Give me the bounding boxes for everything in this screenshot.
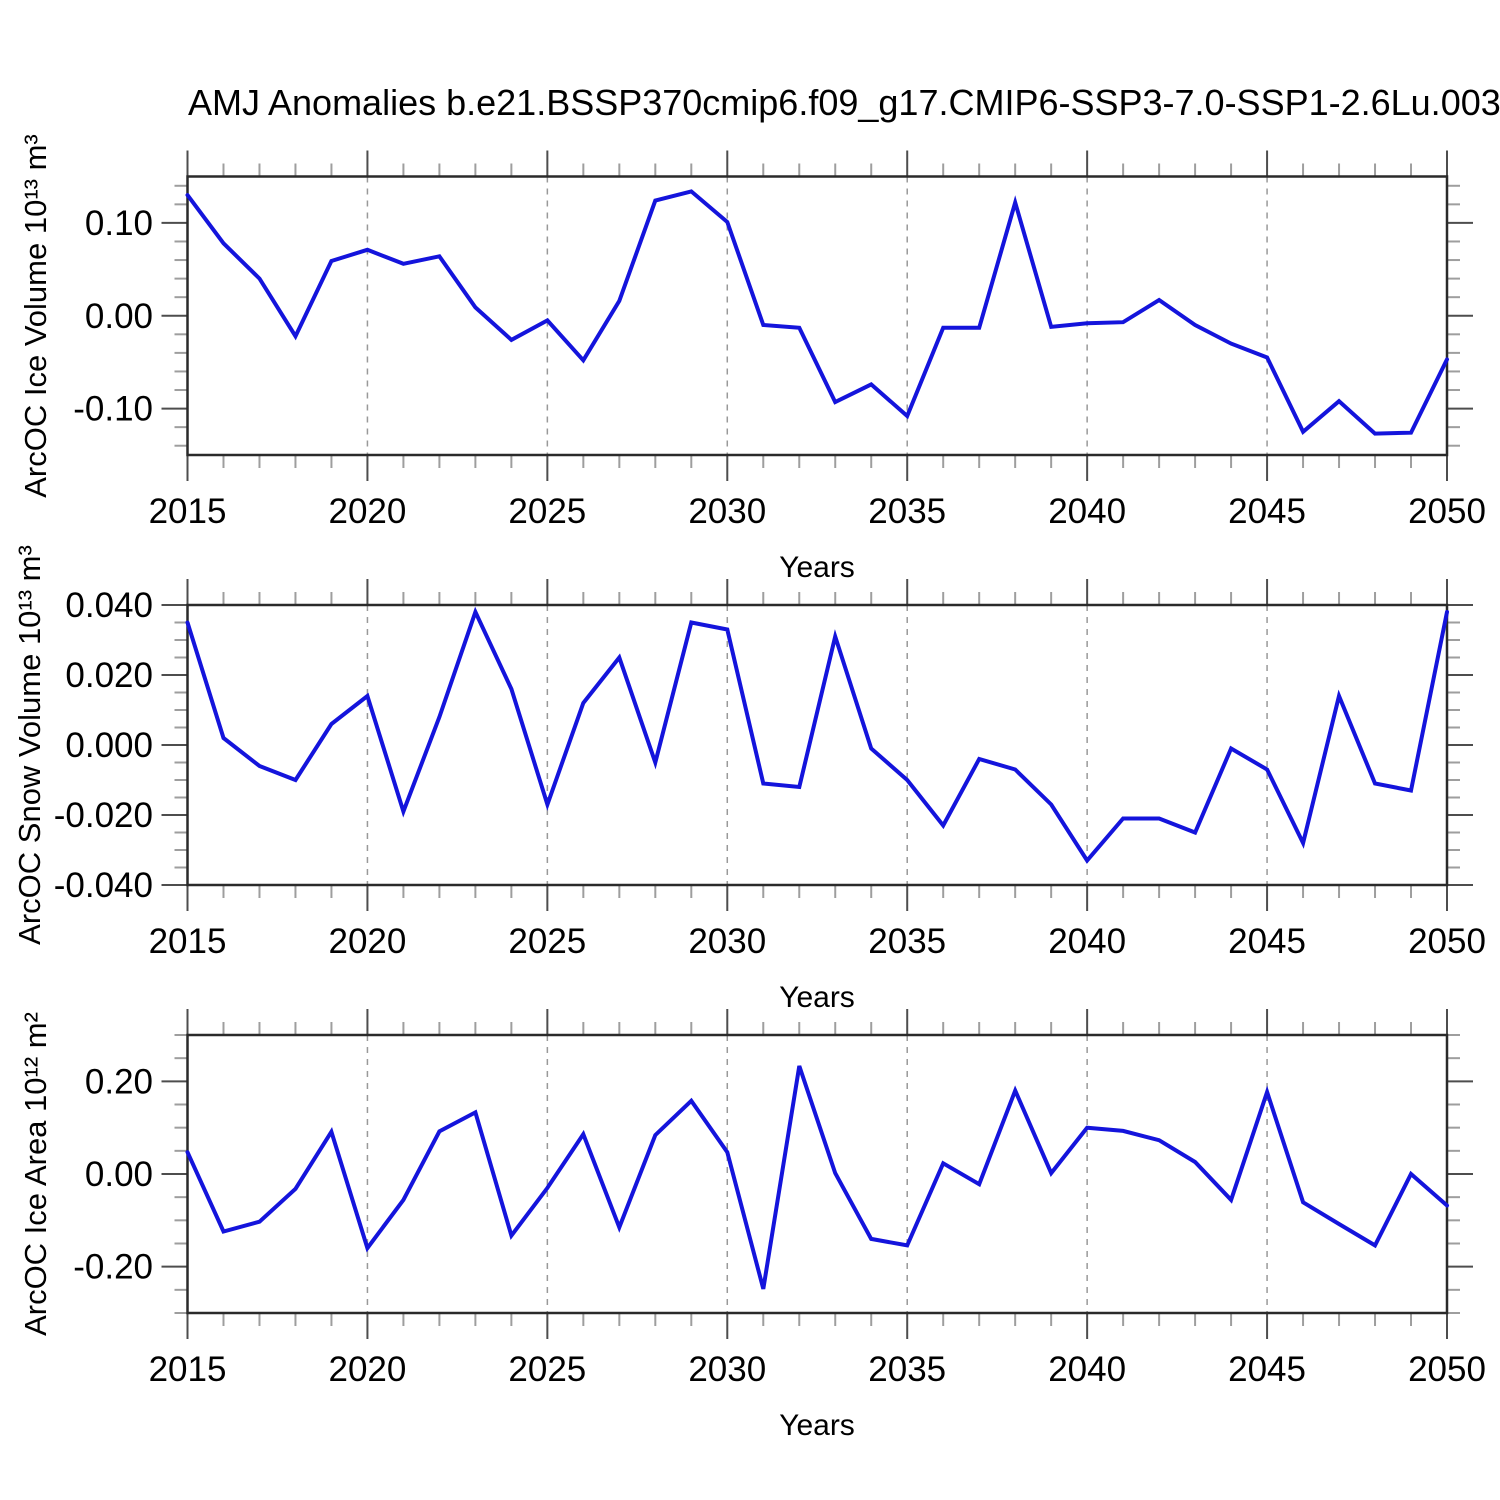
data-line-0	[185, 189, 1449, 436]
x-tick-label: 2045	[1228, 1350, 1306, 1389]
panel-frame	[186, 603, 1449, 887]
xlabel-years-panel3: Years	[779, 1409, 855, 1442]
data-line-1	[185, 606, 1449, 864]
x-tick-label: 2045	[1228, 922, 1306, 961]
panel-2: 0.20 0.00 -0.20 2015 2020 2025 2030 2035 2040 204…	[73, 1009, 1486, 1389]
panel-1: 0.040 0.020 0.000 -0.020 -0.040 2015 2020 2025 2…	[54, 579, 1486, 961]
y-tick-label: 0.020	[65, 656, 153, 695]
x-tick-label: 2040	[1048, 1350, 1126, 1389]
y-tick-label: 0.000	[65, 726, 153, 765]
y-tick-label: -0.020	[54, 796, 153, 835]
y-tick-label: 0.00	[85, 297, 153, 336]
x-tick-label: 2015	[149, 1350, 227, 1389]
x-tick-label: 2030	[688, 492, 766, 531]
x-tick-label: 2035	[868, 492, 946, 531]
x-tick-label: 2040	[1048, 922, 1126, 961]
x-tick-label: 2040	[1048, 492, 1126, 531]
x-tick-label: 2050	[1408, 492, 1486, 531]
x-tick-label: 2015	[149, 492, 227, 531]
x-tick-label: 2035	[868, 1350, 946, 1389]
panel-frame	[186, 175, 1449, 457]
panel-0: 0.10 0.00 -0.10 2015 2020 2025 2030 2035 2040 204…	[73, 150, 1486, 531]
xlabel-years-panel2: Years	[779, 981, 855, 1014]
x-tick-label: 2025	[508, 922, 586, 961]
x-tick-label: 2045	[1228, 492, 1306, 531]
xlabel-years-panel1: Years	[779, 551, 855, 584]
data-line-2	[185, 1065, 1449, 1290]
x-tick-label: 2035	[868, 922, 946, 961]
x-tick-label: 2050	[1408, 1350, 1486, 1389]
x-tick-label: 2020	[328, 1350, 406, 1389]
x-tick-label: 2030	[688, 1350, 766, 1389]
y-tick-label: 0.10	[85, 204, 153, 243]
x-tick-label: 2025	[508, 1350, 586, 1389]
x-tick-label: 2030	[688, 922, 766, 961]
y-tick-label: 0.00	[85, 1155, 153, 1194]
y-tick-label: -0.10	[73, 390, 153, 429]
y-tick-label: 0.20	[85, 1062, 153, 1101]
y-tick-label: -0.040	[54, 866, 153, 905]
y-tick-label: 0.040	[65, 586, 153, 625]
x-tick-label: 2025	[508, 492, 586, 531]
x-tick-label: 2020	[328, 922, 406, 961]
x-tick-label: 2015	[149, 922, 227, 961]
x-tick-label: 2020	[328, 492, 406, 531]
x-tick-label: 2050	[1408, 922, 1486, 961]
panel-frame	[186, 1033, 1449, 1315]
chart-title: AMJ Anomalies b.e21.BSSP370cmip6.f09_g17…	[188, 82, 1500, 123]
y-tick-label: -0.20	[73, 1248, 153, 1287]
